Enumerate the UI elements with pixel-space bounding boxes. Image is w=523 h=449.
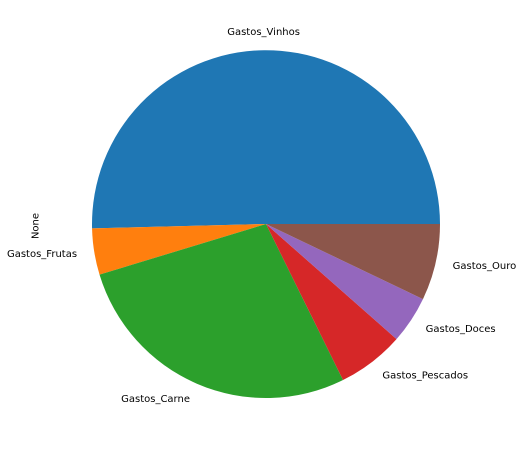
pie-slice-gastos-pescados (266, 224, 397, 381)
pie-label-gastos-doces: Gastos_Doces (426, 324, 496, 335)
pie-label-gastos-frutas: Gastos_Frutas (7, 249, 77, 260)
pie-label-gastos-carne: Gastos_Carne (121, 394, 190, 405)
pie-slices (92, 50, 441, 399)
pie-slice-gastos-doces (266, 224, 423, 340)
pie-slice-gastos-frutas (92, 224, 266, 275)
pie-slice-gastos-ouro (266, 224, 440, 300)
pie-slice-gastos-vinhos (92, 50, 441, 229)
pie-slice-gastos-carne (99, 224, 344, 399)
pie-label-gastos-ouro: Gastos_Ouro (453, 261, 517, 272)
pie-label-gastos-vinhos: Gastos_Vinhos (227, 27, 300, 38)
pie-labels: Gastos_Vinhos Gastos_Frutas Gastos_Carne Ga… (7, 27, 516, 405)
pie-label-gastos-pescados: Gastos_Pescados (382, 370, 468, 381)
y-axis-label: None (31, 213, 42, 239)
